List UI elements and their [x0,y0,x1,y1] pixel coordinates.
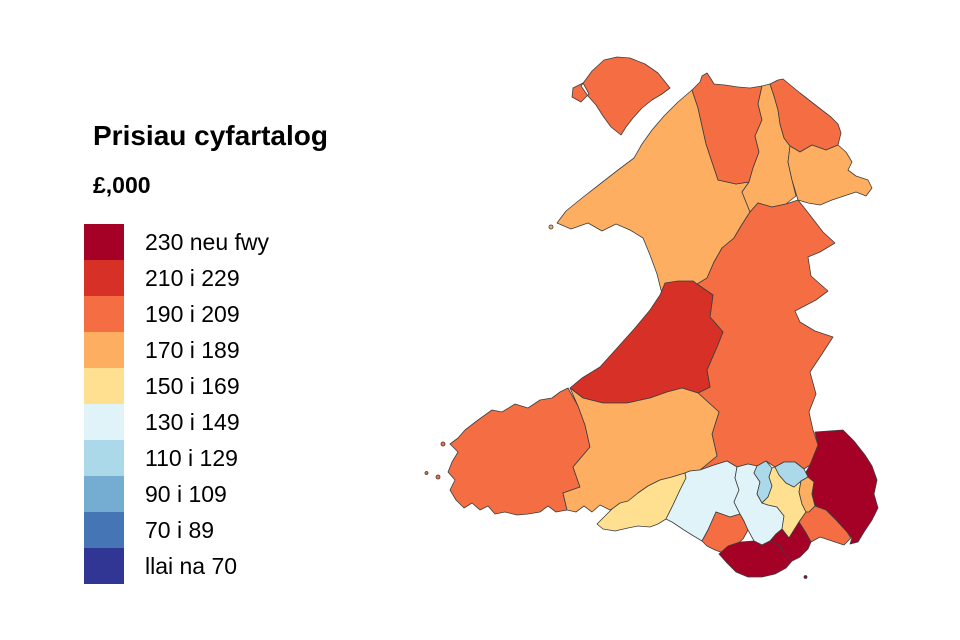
legend-label: 90 i 109 [145,481,227,507]
region-pembrokeshire: Pembrokeshire — 190 i 209 [424,387,591,516]
legend-label: 110 i 129 [145,445,238,471]
legend-label: 170 i 189 [145,337,240,363]
legend: 230 neu fwy 210 i 229 190 i 209 170 i 18… [84,224,269,584]
legend-label: 230 neu fwy [145,229,270,255]
legend-swatch [84,296,124,332]
legend-swatch [84,548,124,584]
region-ceredigion: Ceredigion — 210 i 229 [569,280,724,404]
legend-swatch [84,224,124,260]
legend-row: 130 i 149 [84,404,269,440]
region-wrexham: Wrexham — 170 i 189 [787,144,873,206]
legend-row: 170 i 189 [84,332,269,368]
legend-row: 110 i 129 [84,440,269,476]
region-monmouthshire: Monmouthshire — 230 neu fwy [805,429,879,545]
legend-row: 230 neu fwy [84,224,269,260]
legend-swatch [84,512,124,548]
region-isle-of-anglesey: Isle of Anglesey — 190 i 209 [571,56,671,136]
legend-row: 90 i 109 [84,476,269,512]
unit-label: £,000 [93,172,151,198]
chart-title: Prisiau cyfartalog [93,120,328,151]
legend-swatch [84,440,124,476]
legend-label: 130 i 149 [145,409,240,435]
legend-row: 70 i 89 [84,512,269,548]
region-vale-of-glamorgan: Vale of Glamorgan — 230 neu fwy [718,540,808,579]
legend-label: 70 i 89 [145,517,215,543]
legend-swatch [84,368,124,404]
legend-label: llai na 70 [145,553,238,579]
legend-row: 210 i 229 [84,260,269,296]
legend-swatch [84,476,124,512]
legend-swatch [84,404,124,440]
legend-row: 190 i 209 [84,296,269,332]
legend-row: 150 i 169 [84,368,269,404]
legend-swatch [84,332,124,368]
legend-label: 150 i 169 [145,373,240,399]
legend-row: llai na 70 [84,548,269,584]
legend-label: 210 i 229 [145,265,240,291]
legend-swatch [84,260,124,296]
legend-label: 190 i 209 [145,301,240,327]
